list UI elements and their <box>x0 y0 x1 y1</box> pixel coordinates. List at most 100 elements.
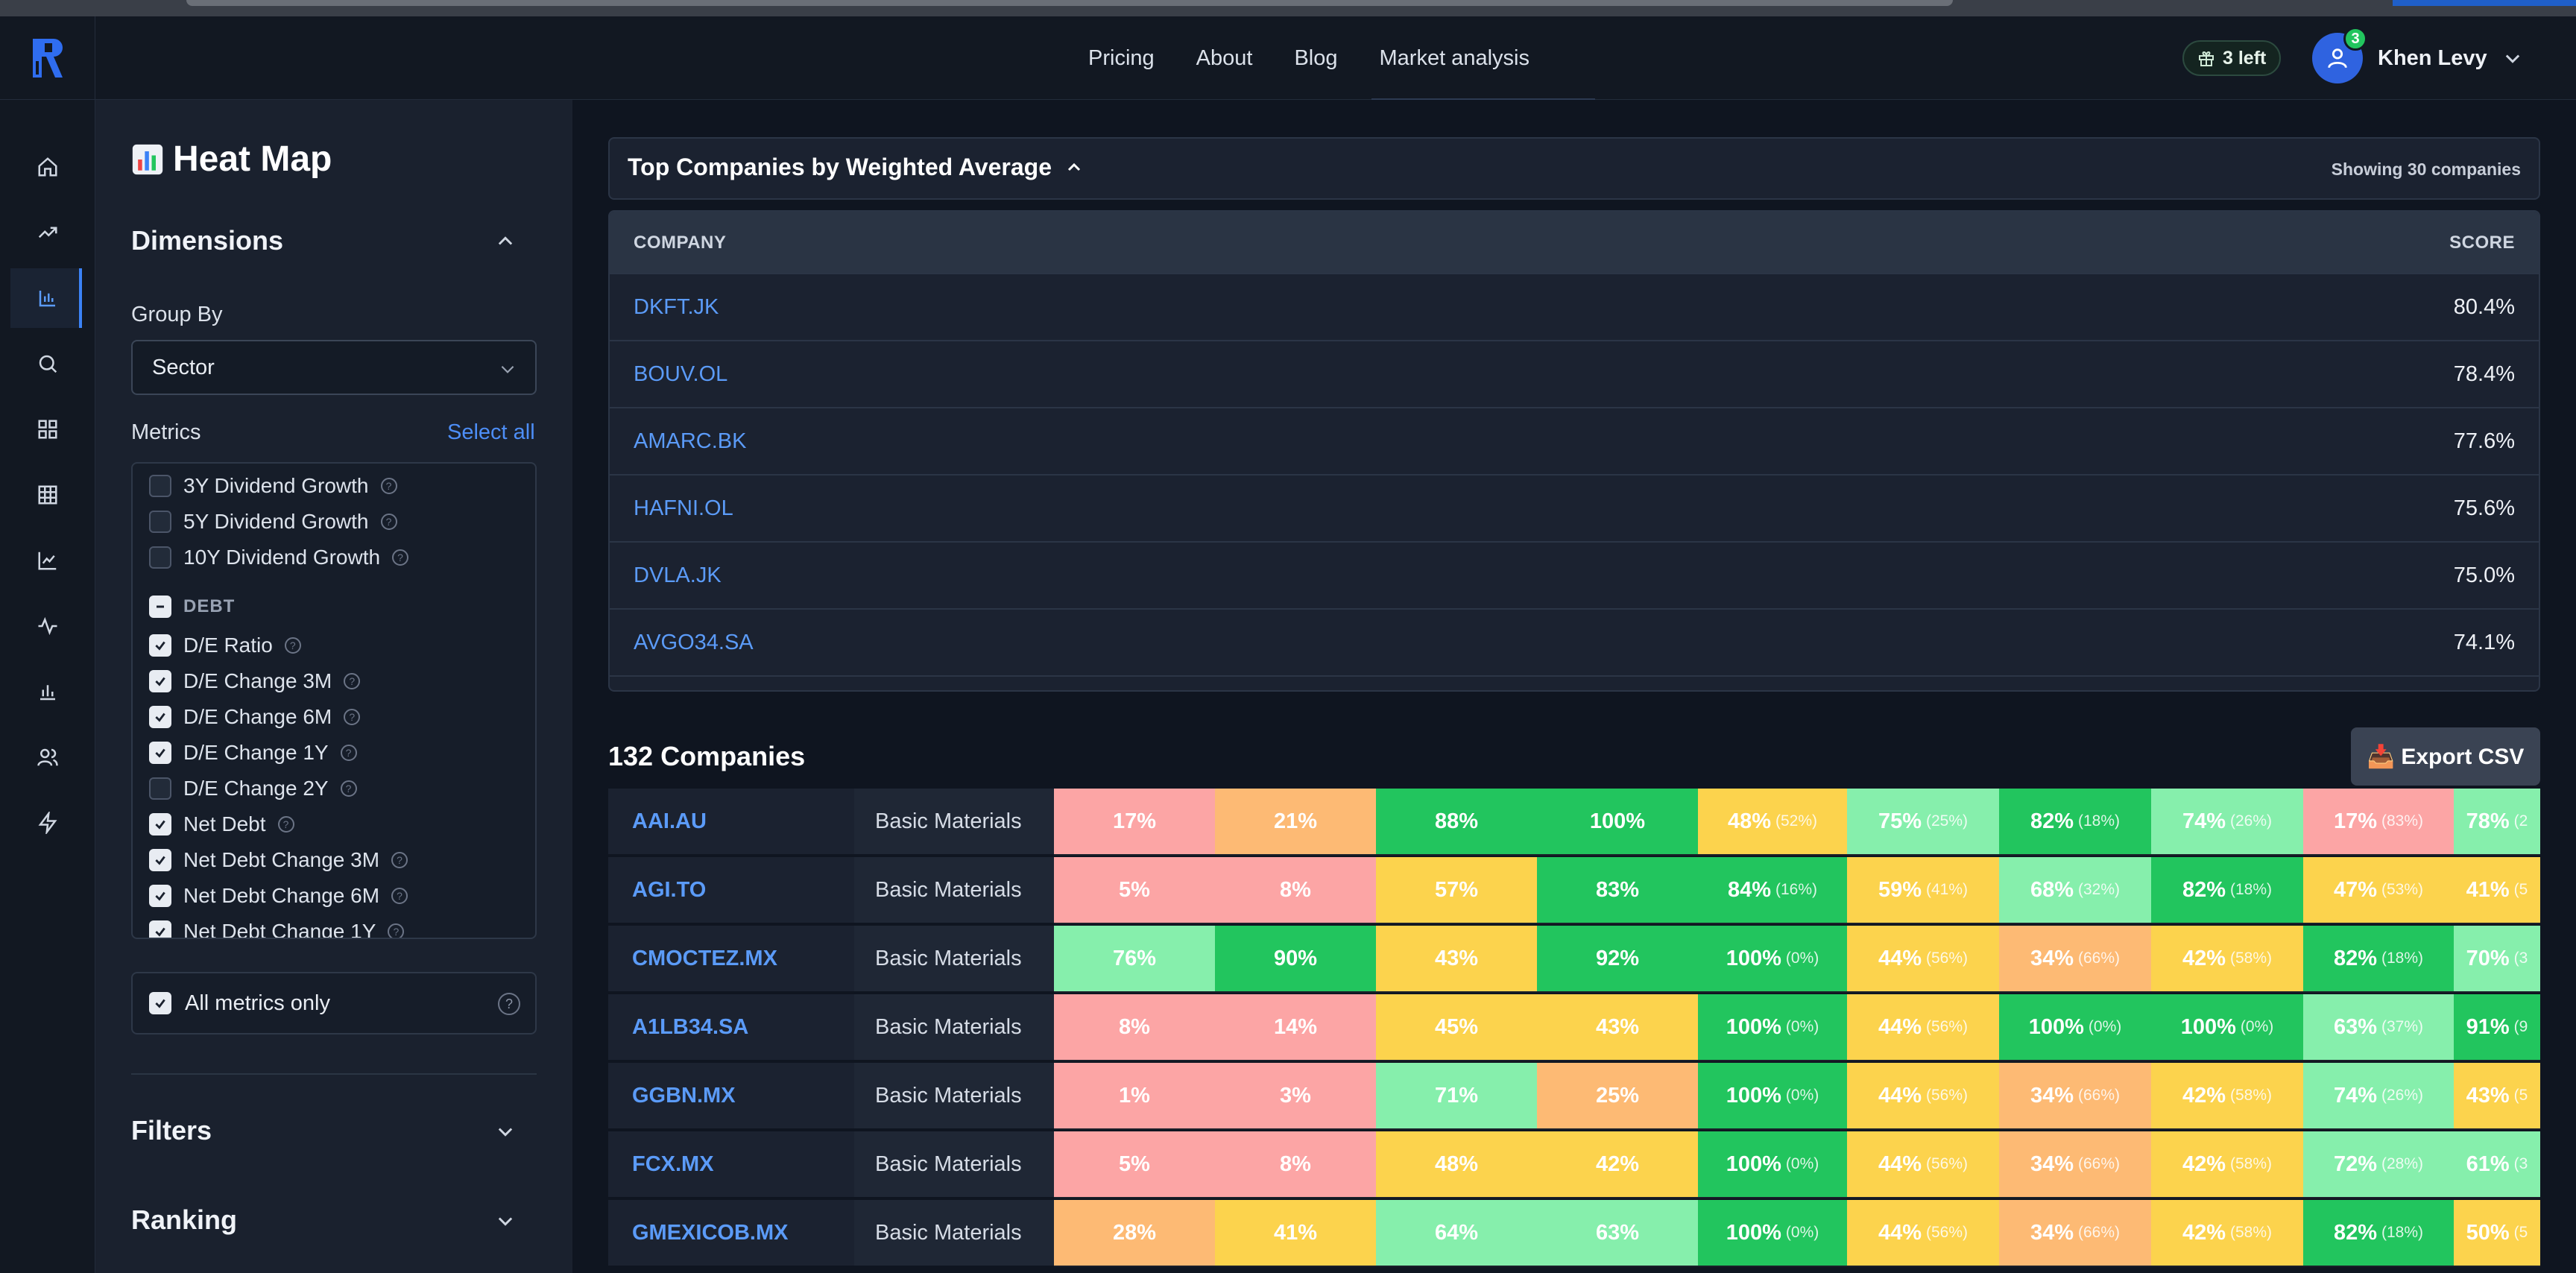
heat-cell[interactable]: 44% (56%) <box>1847 994 1999 1061</box>
heat-cell[interactable]: 78% (2 <box>2454 789 2540 856</box>
checkbox[interactable] <box>149 706 171 728</box>
metric-row[interactable]: 5Y Dividend Growth? <box>149 505 397 538</box>
company-link[interactable]: CMOCTEZ.MX <box>632 947 777 970</box>
heat-cell[interactable]: 34% (66%) <box>1999 1200 2151 1267</box>
heat-cell[interactable]: 5% <box>1054 857 1215 924</box>
company-link[interactable]: HAFNI.OL <box>634 496 733 520</box>
metric-row[interactable]: 3Y Dividend Growth? <box>149 470 397 502</box>
nav-blog[interactable]: Blog <box>1294 45 1338 70</box>
company-link[interactable]: A1LB34.SA <box>632 1015 749 1039</box>
heat-cell[interactable]: 63% (37%) <box>2303 994 2454 1061</box>
nav-pricing[interactable]: Pricing <box>1088 45 1155 70</box>
heat-cell[interactable]: 42% (58%) <box>2151 1200 2303 1267</box>
heat-cell[interactable]: 74% (26%) <box>2151 789 2303 856</box>
company-link[interactable]: AGI.TO <box>632 878 707 902</box>
heat-cell[interactable]: 61% (3 <box>2454 1131 2540 1198</box>
info-icon[interactable]: ? <box>392 549 409 566</box>
debt-group-header[interactable]: DEBT <box>149 590 235 623</box>
info-icon[interactable]: ? <box>340 780 357 797</box>
checkbox[interactable] <box>149 634 171 657</box>
heat-cell[interactable]: 21% <box>1215 789 1376 856</box>
company-cell[interactable]: AGI.TO <box>608 857 854 924</box>
all-metrics-only-toggle[interactable]: All metrics only ? <box>131 972 537 1034</box>
heat-cell[interactable]: 5% <box>1054 1131 1215 1198</box>
info-icon[interactable]: ? <box>388 923 405 938</box>
nav-market-analysis[interactable]: Market analysis <box>1379 45 1530 70</box>
info-icon[interactable]: ? <box>391 852 408 868</box>
heat-cell[interactable]: 50% (5 <box>2454 1200 2540 1267</box>
info-icon[interactable]: ? <box>284 637 301 654</box>
heat-cell[interactable]: 48% <box>1376 1131 1537 1198</box>
metric-row[interactable]: D/E Ratio? <box>149 629 301 662</box>
table-row[interactable]: DKFT.JK 80.4% <box>610 273 2539 340</box>
company-link[interactable]: DKFT.JK <box>634 295 719 319</box>
company-link[interactable]: AAI.AU <box>632 809 707 833</box>
heat-cell[interactable]: 8% <box>1215 857 1376 924</box>
metric-row[interactable]: D/E Change 6M? <box>149 701 361 733</box>
checkbox[interactable] <box>149 992 171 1014</box>
avatar[interactable]: 3 <box>2312 27 2367 83</box>
heat-cell[interactable]: 100% <box>1537 789 1698 856</box>
chevron-down-icon[interactable] <box>495 1121 516 1142</box>
heat-cell[interactable]: 100% (0%) <box>2151 994 2303 1061</box>
heat-cell[interactable]: 34% (66%) <box>1999 926 2151 993</box>
stats-icon[interactable] <box>27 671 69 713</box>
info-icon[interactable]: ? <box>277 816 294 833</box>
info-icon[interactable]: ? <box>344 673 361 689</box>
info-icon[interactable]: ? <box>344 709 361 725</box>
checkbox[interactable] <box>149 511 171 533</box>
table-row[interactable]: HAFNI.OL 75.6% <box>610 474 2539 541</box>
heat-cell[interactable]: 82% (18%) <box>1999 789 2151 856</box>
checkbox[interactable] <box>149 920 171 938</box>
heat-cell[interactable]: 8% <box>1215 1131 1376 1198</box>
heat-cell[interactable]: 42% <box>1537 1131 1698 1198</box>
heat-cell[interactable]: 41% <box>1215 1200 1376 1267</box>
heat-cell[interactable]: 100% (0%) <box>1698 994 1847 1061</box>
heat-cell[interactable]: 42% (58%) <box>2151 1131 2303 1198</box>
company-link[interactable]: GGBN.MX <box>632 1084 736 1108</box>
company-cell[interactable]: A1LB34.SA <box>608 994 854 1061</box>
chevron-up-icon[interactable] <box>495 231 516 252</box>
group-by-select[interactable]: Sector <box>131 340 537 395</box>
info-icon[interactable]: ? <box>391 888 408 904</box>
checkbox[interactable] <box>149 813 171 835</box>
heat-cell[interactable]: 84% (16%) <box>1698 857 1847 924</box>
heat-cell[interactable]: 91% (9 <box>2454 994 2540 1061</box>
heat-cell[interactable]: 41% (5 <box>2454 857 2540 924</box>
metric-row[interactable]: Net Debt Change 1Y? <box>149 915 405 938</box>
heat-cell[interactable]: 47% (53%) <box>2303 857 2454 924</box>
heat-cell[interactable]: 82% (18%) <box>2151 857 2303 924</box>
metric-row[interactable]: D/E Change 3M? <box>149 665 361 698</box>
heat-cell[interactable]: 70% (3 <box>2454 926 2540 993</box>
company-link[interactable]: AMARC.BK <box>634 429 747 453</box>
company-link[interactable]: FCX.MX <box>632 1152 714 1176</box>
heat-cell[interactable]: 42% (58%) <box>2151 1063 2303 1130</box>
heat-cell[interactable]: 43% <box>1537 994 1698 1061</box>
chevron-down-icon[interactable] <box>2502 48 2523 69</box>
heat-cell[interactable]: 17% (83%) <box>2303 789 2454 856</box>
heat-cell[interactable]: 64% <box>1376 1200 1537 1267</box>
heat-cell[interactable]: 44% (56%) <box>1847 1131 1999 1198</box>
credits-badge[interactable]: 3 left <box>2182 40 2282 76</box>
export-csv-button[interactable]: 📥 Export CSV <box>2351 727 2540 786</box>
heat-cell[interactable]: 72% (28%) <box>2303 1131 2454 1198</box>
metric-row[interactable]: 10Y Dividend Growth? <box>149 541 409 574</box>
col-company[interactable]: COMPANY <box>634 233 727 253</box>
heat-cell[interactable]: 100% (0%) <box>1698 1200 1847 1267</box>
bar-chart-icon[interactable] <box>27 277 69 319</box>
heat-cell[interactable]: 100% (0%) <box>1999 994 2151 1061</box>
indeterminate-checkbox[interactable] <box>149 596 171 618</box>
info-icon[interactable]: ? <box>380 478 397 494</box>
heat-cell[interactable]: 68% (32%) <box>1999 857 2151 924</box>
heat-cell[interactable]: 48% (52%) <box>1698 789 1847 856</box>
heat-cell[interactable]: 14% <box>1215 994 1376 1061</box>
company-link[interactable]: AVGO34.SA <box>634 631 754 654</box>
company-link[interactable]: GMEXICOB.MX <box>632 1221 789 1245</box>
heat-cell[interactable]: 57% <box>1376 857 1537 924</box>
top-companies-header[interactable]: Top Companies by Weighted Average Showin… <box>608 137 2540 200</box>
heat-cell[interactable]: 1% <box>1054 1063 1215 1130</box>
heat-cell[interactable]: 90% <box>1215 926 1376 993</box>
metric-row[interactable]: D/E Change 2Y? <box>149 772 357 805</box>
info-icon[interactable]: ? <box>340 745 357 761</box>
help-icon[interactable]: ? <box>498 993 520 1015</box>
